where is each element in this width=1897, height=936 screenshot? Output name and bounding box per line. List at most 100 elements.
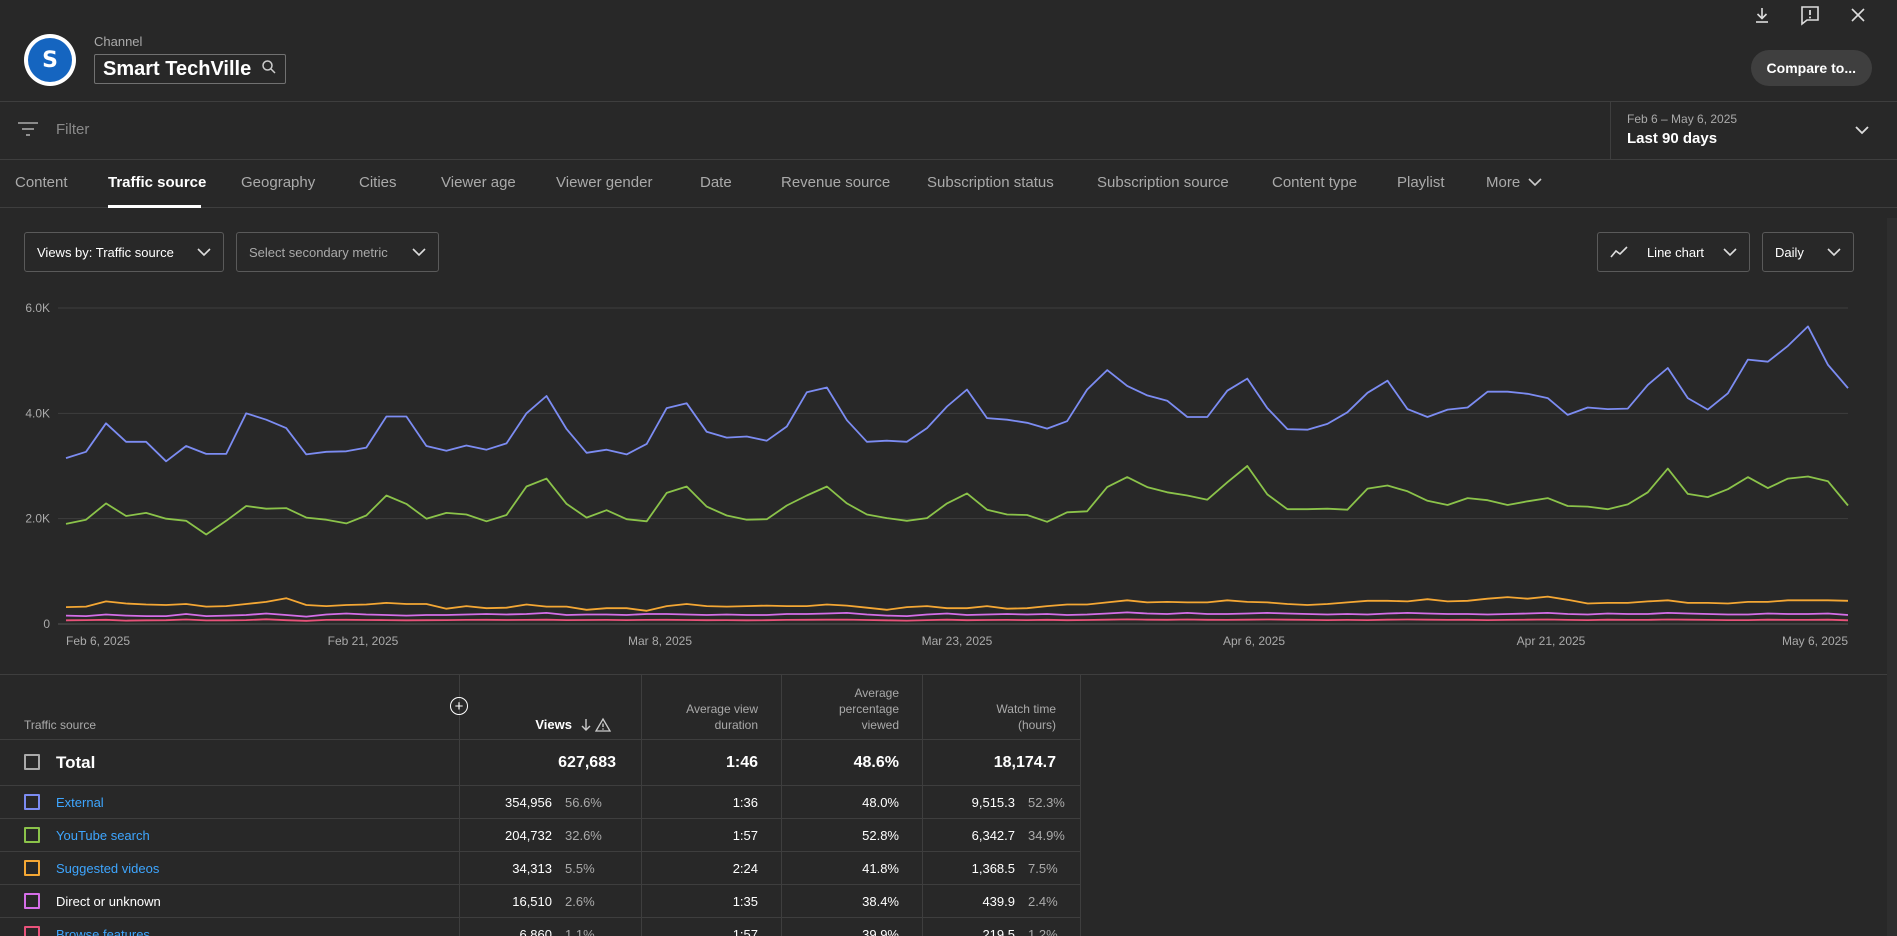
- traffic-source-name[interactable]: External: [56, 795, 104, 810]
- column-header-views[interactable]: Views: [535, 717, 572, 732]
- total-checkbox[interactable]: [24, 754, 40, 770]
- tab-playlist[interactable]: Playlist: [1397, 174, 1445, 191]
- download-icon[interactable]: [1749, 2, 1775, 28]
- column-header-watch-time[interactable]: Watch time (hours): [930, 701, 1056, 733]
- column-header-average-percentage-viewed[interactable]: Average percentage viewed: [790, 685, 899, 733]
- chevron-down-icon: [1528, 178, 1542, 187]
- column-divider: [459, 675, 460, 936]
- search-icon[interactable]: [261, 59, 277, 80]
- row-checkbox[interactable]: [24, 893, 40, 909]
- row-checkbox[interactable]: [24, 827, 40, 843]
- apv-value: 52.8%: [862, 828, 899, 843]
- series-line-direct-or-unknown: [65, 611, 1849, 618]
- avd-value: 1:36: [732, 795, 758, 810]
- tab-viewer-age[interactable]: Viewer age: [441, 174, 516, 191]
- chevron-down-icon: [1855, 122, 1869, 140]
- watch-time-value: 9,515.3: [971, 795, 1015, 810]
- x-tick-label: Feb 6, 2025: [66, 634, 130, 648]
- tab-subscription-source[interactable]: Subscription source: [1097, 174, 1229, 191]
- watch-time-value: 439.9: [982, 894, 1015, 909]
- tab-date[interactable]: Date: [700, 174, 732, 191]
- traffic-source-name[interactable]: Suggested videos: [56, 861, 160, 876]
- granularity-label: Daily: [1775, 244, 1804, 260]
- filter-bar: Filter Feb 6 – May 6, 2025 Last 90 days: [0, 102, 1897, 160]
- header-line: (hours): [1017, 718, 1056, 732]
- column-divider: [1080, 675, 1081, 936]
- chevron-down-icon: [1827, 248, 1841, 257]
- date-range-selector[interactable]: Feb 6 – May 6, 2025 Last 90 days: [1610, 102, 1897, 160]
- watch-time-percent: 7.5%: [1028, 861, 1058, 876]
- views-value: 204,732: [505, 828, 552, 843]
- views-percent: 2.6%: [565, 894, 595, 909]
- avd-value: 1:57: [732, 927, 758, 936]
- avd-value: 1:57: [732, 828, 758, 843]
- sort-and-warning-icons[interactable]: [580, 717, 614, 733]
- filter-icon[interactable]: [18, 121, 38, 142]
- series-line-browse-features: [65, 618, 1849, 622]
- y-tick-label: 6.0K: [25, 301, 50, 315]
- row-divider: [0, 739, 1080, 740]
- row-checkbox[interactable]: [24, 926, 40, 936]
- row-divider: [0, 818, 1080, 819]
- tab-viewer-gender[interactable]: Viewer gender: [556, 174, 653, 191]
- traffic-source-name: Direct or unknown: [56, 894, 161, 909]
- add-column-button[interactable]: +: [450, 697, 468, 715]
- header-line: percentage: [838, 702, 899, 716]
- row-divider: [0, 785, 1080, 786]
- y-tick-label: 0: [43, 617, 50, 631]
- chart-type-dropdown[interactable]: Line chart: [1597, 232, 1750, 272]
- scrollbar[interactable]: [1887, 218, 1897, 936]
- tab-subscription-status[interactable]: Subscription status: [927, 174, 1054, 191]
- views-percent: 1.1%: [565, 927, 595, 936]
- watch-time-percent: 52.3%: [1028, 795, 1065, 810]
- total-label: Total: [56, 753, 96, 772]
- traffic-source-name[interactable]: Browse features: [56, 927, 150, 936]
- tab-more[interactable]: More: [1486, 174, 1542, 191]
- primary-metric-dropdown[interactable]: Views by: Traffic source: [24, 232, 224, 272]
- header-line: Watch time: [996, 702, 1056, 716]
- tab-content[interactable]: Content: [15, 174, 68, 191]
- date-range-text: Feb 6 – May 6, 2025: [1627, 112, 1738, 126]
- column-header-average-view-duration[interactable]: Average view duration: [650, 701, 758, 733]
- close-icon[interactable]: [1845, 2, 1871, 28]
- line-chart: 0 2.0K 4.0K 6.0K Feb 6, 2025 Feb 21, 2025 Mar…: [25, 301, 1849, 648]
- granularity-dropdown[interactable]: Daily: [1762, 232, 1854, 272]
- channel-name: Smart TechVille: [103, 57, 252, 80]
- feedback-icon[interactable]: [1797, 2, 1823, 28]
- filter-input[interactable]: Filter: [56, 121, 90, 138]
- row-divider: [0, 884, 1080, 885]
- x-tick-label: Apr 6, 2025: [1223, 634, 1285, 648]
- views-value: 16,510: [512, 894, 552, 909]
- warning-icon: [594, 717, 612, 732]
- tab-traffic-source[interactable]: Traffic source: [108, 174, 207, 191]
- data-table: + Traffic source Views Average view dura…: [0, 674, 1897, 936]
- views-value: 354,956: [505, 795, 552, 810]
- active-tab-indicator: [108, 205, 201, 208]
- total-avd: 1:46: [725, 754, 758, 771]
- column-divider: [922, 675, 923, 936]
- header-line: Average: [854, 686, 899, 700]
- views-percent: 5.5%: [565, 861, 595, 876]
- chart-type-label: Line chart: [1646, 244, 1705, 260]
- traffic-source-name[interactable]: YouTube search: [56, 828, 150, 843]
- series-line-suggested-videos: [65, 595, 1849, 612]
- x-tick-label: Feb 21, 2025: [328, 634, 399, 648]
- total-watch-time: 18,174.7: [993, 754, 1056, 771]
- window-actions: [1749, 2, 1871, 28]
- tab-cities[interactable]: Cities: [359, 174, 397, 191]
- row-checkbox[interactable]: [24, 860, 40, 876]
- tab-revenue-source[interactable]: Revenue source: [781, 174, 891, 191]
- row-divider: [0, 917, 1080, 918]
- tab-content-type[interactable]: Content type: [1272, 174, 1358, 191]
- column-header-traffic-source[interactable]: Traffic source: [24, 718, 97, 732]
- compare-button[interactable]: Compare to...: [1750, 50, 1872, 86]
- views-percent: 32.6%: [565, 828, 602, 843]
- x-tick-label: Mar 23, 2025: [922, 634, 993, 648]
- row-checkbox[interactable]: [24, 794, 40, 810]
- views-value: 34,313: [512, 861, 552, 876]
- channel-logo: S: [24, 34, 76, 86]
- tab-geography[interactable]: Geography: [241, 174, 316, 191]
- channel-selector[interactable]: Smart TechVille: [94, 54, 287, 84]
- channel-label: Channel: [94, 34, 143, 49]
- secondary-metric-dropdown[interactable]: Select secondary metric: [236, 232, 439, 272]
